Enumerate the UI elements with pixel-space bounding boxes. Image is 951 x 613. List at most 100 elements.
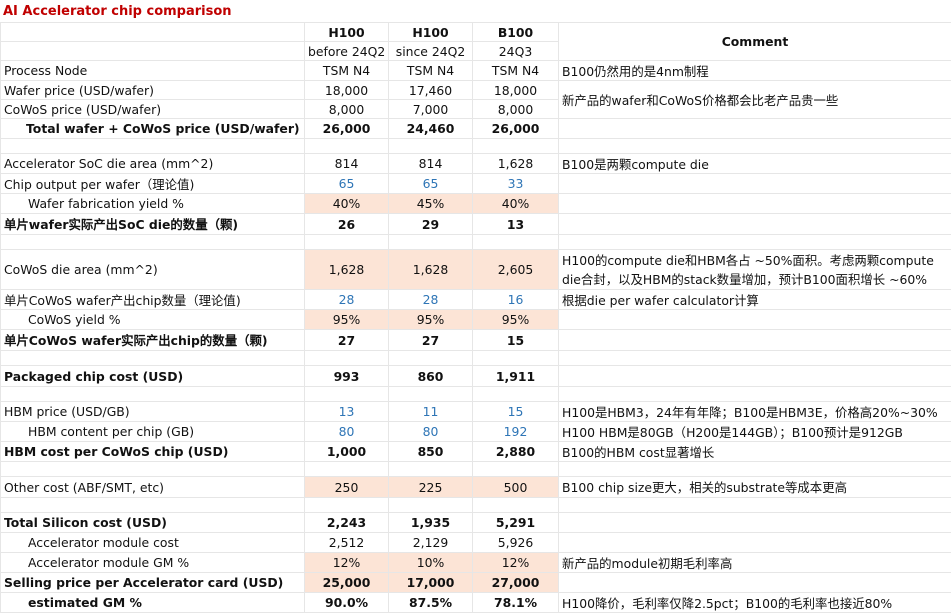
- cell-h100-before[interactable]: 2,243: [305, 513, 389, 533]
- cell-b100[interactable]: 15: [473, 330, 559, 351]
- cell-h100-before[interactable]: 814: [305, 154, 389, 174]
- cell-h100-since[interactable]: 225: [389, 477, 473, 498]
- cell-h100-before[interactable]: 12%: [305, 553, 389, 573]
- cell-b100[interactable]: 33: [473, 174, 559, 194]
- cell-h100-since[interactable]: 814: [389, 154, 473, 174]
- cell-h100-since[interactable]: 7,000: [389, 100, 473, 119]
- cell-h100-since[interactable]: 2,129: [389, 533, 473, 553]
- row-label[interactable]: Wafer fabrication yield %: [1, 194, 305, 214]
- cell-b100[interactable]: 18,000: [473, 81, 559, 100]
- row-label[interactable]: 单片wafer实际产出SoC die的数量（颗): [1, 214, 305, 235]
- cell-h100-before[interactable]: 2,512: [305, 533, 389, 553]
- cell-b100[interactable]: 16: [473, 290, 559, 310]
- row-label[interactable]: CoWoS die area (mm^2): [1, 250, 305, 290]
- cell-h100-before[interactable]: 1,000: [305, 442, 389, 462]
- cell-h100-before[interactable]: 80: [305, 422, 389, 442]
- row-label[interactable]: Process Node: [1, 61, 305, 81]
- cell-comment[interactable]: H100 HBM是80GB（H200是144GB）；B100预计是912GB: [559, 422, 951, 442]
- cell-h100-since[interactable]: 10%: [389, 553, 473, 573]
- cell-comment[interactable]: [559, 513, 951, 533]
- cell-h100-since[interactable]: 860: [389, 366, 473, 387]
- row-label[interactable]: Accelerator module GM %: [1, 553, 305, 573]
- cell-h100-since[interactable]: 24,460: [389, 119, 473, 139]
- cell-h100-before[interactable]: TSM N4: [305, 61, 389, 81]
- cell-h100-since[interactable]: 28: [389, 290, 473, 310]
- cell-h100-since[interactable]: 95%: [389, 310, 473, 330]
- cell-b100[interactable]: 2,605: [473, 250, 559, 290]
- col-header-h100-before[interactable]: H100: [305, 23, 389, 42]
- row-label[interactable]: 单片CoWoS wafer产出chip数量（理论值): [1, 290, 305, 310]
- cell-b100[interactable]: 8,000: [473, 100, 559, 119]
- cell-b100[interactable]: 1,628: [473, 154, 559, 174]
- cell-comment[interactable]: 根据die per wafer calculator计算: [559, 290, 951, 310]
- cell-comment[interactable]: [559, 573, 951, 593]
- cell-b100[interactable]: 40%: [473, 194, 559, 214]
- row-label[interactable]: Accelerator module cost: [1, 533, 305, 553]
- cell-h100-since[interactable]: 1,628: [389, 250, 473, 290]
- cell-h100-since[interactable]: 11: [389, 402, 473, 422]
- cell-comment[interactable]: H100是HBM3，24年有年降；B100是HBM3E，价格高20%~30%: [559, 402, 951, 422]
- cell-b100[interactable]: 95%: [473, 310, 559, 330]
- cell-b100[interactable]: 12%: [473, 553, 559, 573]
- col-header-h100-since[interactable]: H100: [389, 23, 473, 42]
- cell-h100-since[interactable]: 850: [389, 442, 473, 462]
- cell-h100-before[interactable]: 90.0%: [305, 593, 389, 613]
- cell-comment[interactable]: [559, 533, 951, 553]
- cell-comment[interactable]: [559, 194, 951, 214]
- cell-h100-before[interactable]: 25,000: [305, 573, 389, 593]
- cell-comment[interactable]: [559, 174, 951, 194]
- cell-h100-since[interactable]: 27: [389, 330, 473, 351]
- row-label[interactable]: HBM content per chip (GB): [1, 422, 305, 442]
- cell-comment[interactable]: B100仍然用的是4nm制程: [559, 61, 951, 81]
- cell-b100[interactable]: 15: [473, 402, 559, 422]
- cell-comment[interactable]: 新产品的module初期毛利率高: [559, 553, 951, 573]
- cell-h100-since[interactable]: 1,935: [389, 513, 473, 533]
- row-label[interactable]: CoWoS yield %: [1, 310, 305, 330]
- cell-h100-before[interactable]: 26: [305, 214, 389, 235]
- period-h100-before[interactable]: before 24Q2: [305, 42, 389, 61]
- cell-h100-before[interactable]: 95%: [305, 310, 389, 330]
- cell-h100-since[interactable]: 65: [389, 174, 473, 194]
- cell-h100-since[interactable]: 29: [389, 214, 473, 235]
- cell-comment[interactable]: B100是两颗compute die: [559, 154, 951, 174]
- cell-comment[interactable]: B100的HBM cost显著增长: [559, 442, 951, 462]
- row-label[interactable]: Total wafer + CoWoS price (USD/wafer): [1, 119, 305, 139]
- cell-b100[interactable]: 500: [473, 477, 559, 498]
- cell-comment[interactable]: H100降价，毛利率仅降2.5pct；B100的毛利率也接近80%: [559, 593, 951, 613]
- cell-h100-before[interactable]: 26,000: [305, 119, 389, 139]
- cell-b100[interactable]: 2,880: [473, 442, 559, 462]
- col-header-b100[interactable]: B100: [473, 23, 559, 42]
- cell-h100-since[interactable]: 80: [389, 422, 473, 442]
- cell-b100[interactable]: 26,000: [473, 119, 559, 139]
- row-label[interactable]: Other cost (ABF/SMT, etc): [1, 477, 305, 498]
- cell-h100-since[interactable]: 45%: [389, 194, 473, 214]
- cell-h100-before[interactable]: 40%: [305, 194, 389, 214]
- cell-h100-since[interactable]: 87.5%: [389, 593, 473, 613]
- row-label[interactable]: Wafer price (USD/wafer): [1, 81, 305, 100]
- cell-b100[interactable]: 78.1%: [473, 593, 559, 613]
- cell-h100-since[interactable]: TSM N4: [389, 61, 473, 81]
- cell-comment[interactable]: H100的compute die和HBM各占 ~50%面积。考虑两颗comput…: [559, 250, 951, 290]
- row-label[interactable]: Chip output per wafer（理论值): [1, 174, 305, 194]
- cell-b100[interactable]: TSM N4: [473, 61, 559, 81]
- cell-b100[interactable]: 192: [473, 422, 559, 442]
- col-header-comment[interactable]: Comment: [559, 23, 951, 61]
- cell-comment[interactable]: [559, 330, 951, 351]
- cell-comment[interactable]: [559, 366, 951, 387]
- cell-h100-before[interactable]: 13: [305, 402, 389, 422]
- row-label[interactable]: Accelerator SoC die area (mm^2): [1, 154, 305, 174]
- cell-comment[interactable]: [559, 310, 951, 330]
- cell-comment[interactable]: [559, 214, 951, 235]
- cell-comment[interactable]: B100 chip size更大，相关的substrate等成本更高: [559, 477, 951, 498]
- cell-h100-since[interactable]: 17,460: [389, 81, 473, 100]
- cell-h100-since[interactable]: 17,000: [389, 573, 473, 593]
- row-label[interactable]: estimated GM %: [1, 593, 305, 613]
- cell-b100[interactable]: 5,291: [473, 513, 559, 533]
- row-label[interactable]: 单片CoWoS wafer实际产出chip的数量（颗): [1, 330, 305, 351]
- cell-b100[interactable]: 27,000: [473, 573, 559, 593]
- row-label[interactable]: Packaged chip cost (USD): [1, 366, 305, 387]
- cell-h100-before[interactable]: 993: [305, 366, 389, 387]
- row-label[interactable]: HBM price (USD/GB): [1, 402, 305, 422]
- cell-comment[interactable]: 新产品的wafer和CoWoS价格都会比老产品贵一些: [559, 81, 951, 119]
- cell-h100-before[interactable]: 250: [305, 477, 389, 498]
